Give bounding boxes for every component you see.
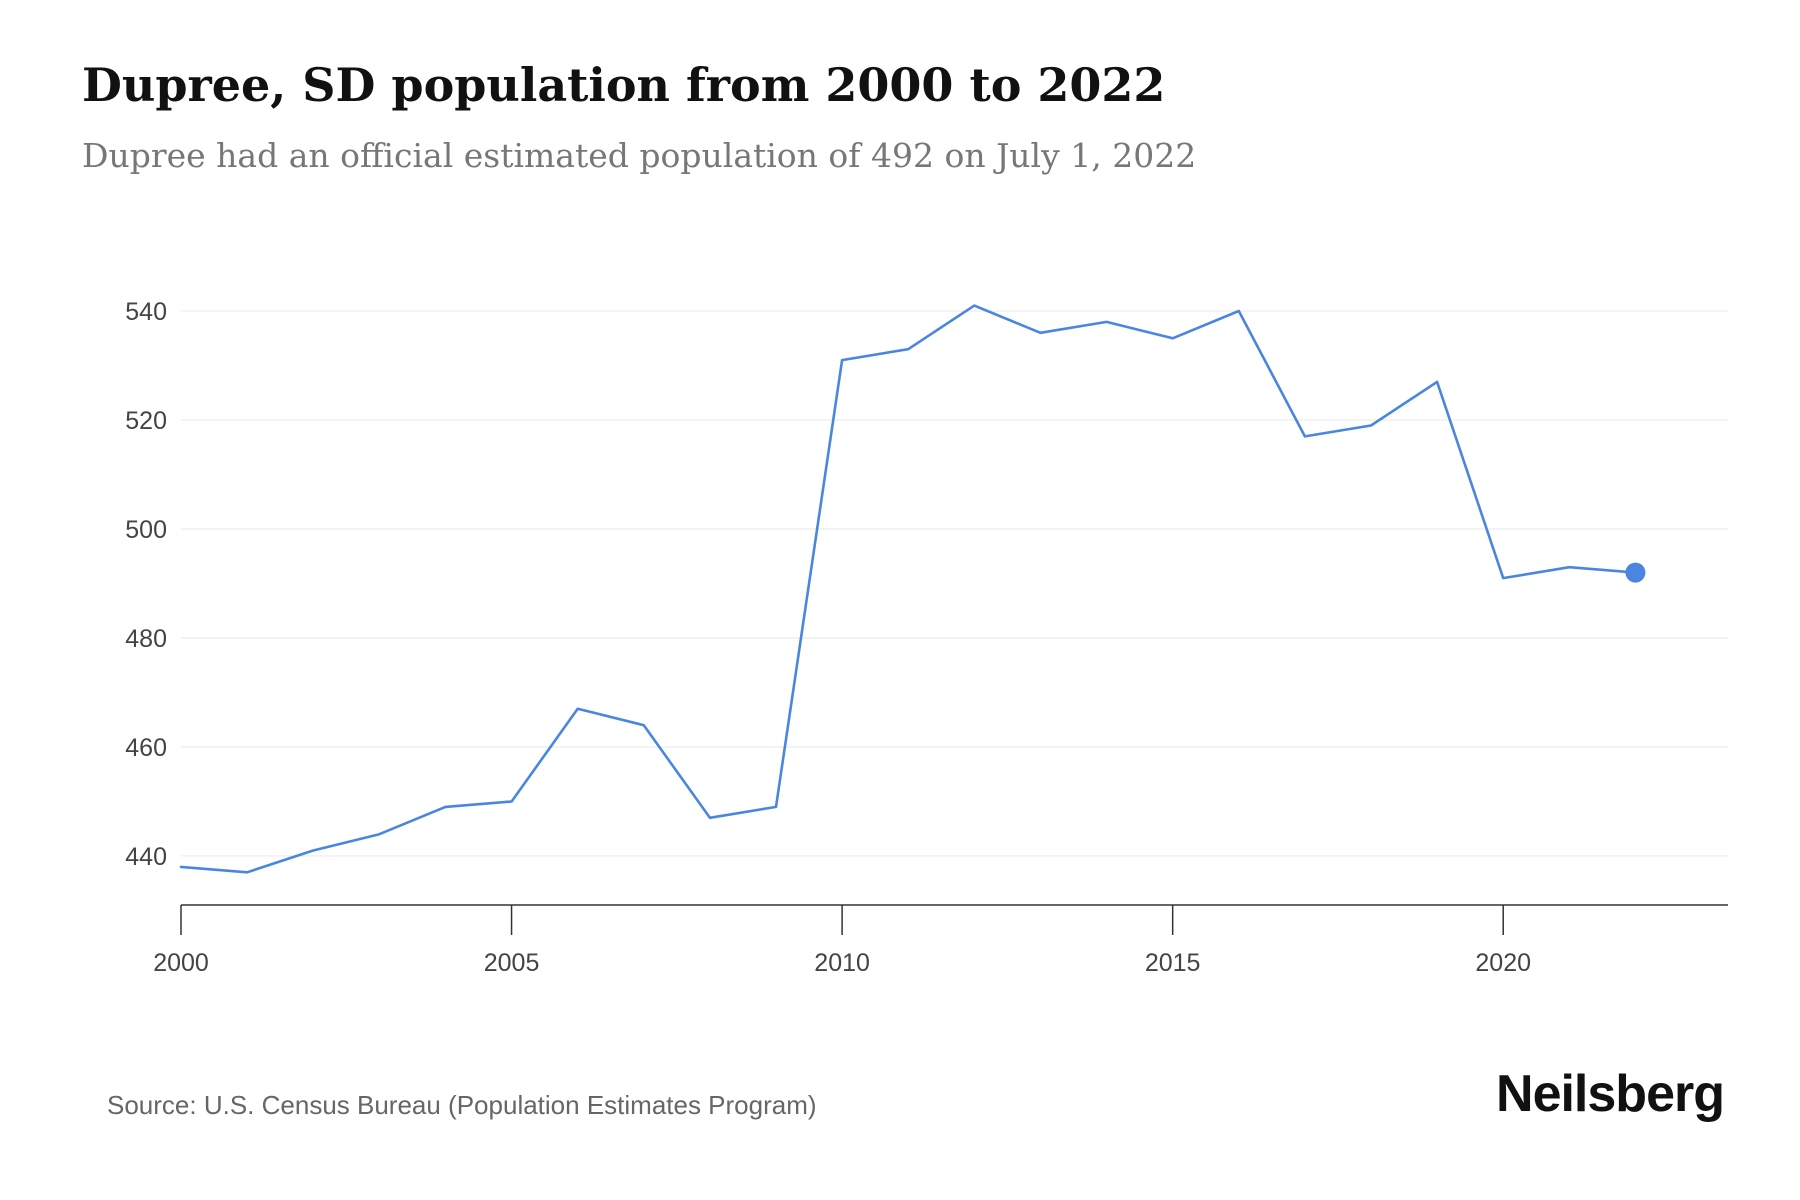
data-point-2008: [707, 815, 713, 821]
x-axis: [180, 904, 1728, 935]
data-point-2012: [971, 303, 977, 309]
latest-value-marker: [1625, 562, 1646, 583]
x-tick-label-2015: 2015: [1145, 949, 1201, 977]
data-point-2019: [1434, 379, 1440, 385]
y-tick-label-480: 480: [125, 625, 167, 653]
data-point-2001: [244, 869, 250, 875]
data-point-2002: [310, 848, 316, 854]
x-tick-label-2010: 2010: [814, 949, 870, 977]
y-axis-tick-labels: 440 460 480 500 520 540: [125, 298, 167, 871]
data-point-2006: [575, 706, 581, 712]
x-tick-label-2000: 2000: [153, 949, 209, 977]
data-point-2021: [1566, 564, 1572, 570]
data-points: [178, 303, 1646, 875]
data-point-2005: [509, 798, 515, 804]
data-point-2015: [1170, 335, 1176, 341]
data-point-2016: [1236, 308, 1242, 314]
data-point-2017: [1302, 433, 1308, 439]
y-tick-label-440: 440: [125, 843, 167, 871]
series-line-group: [179, 304, 1637, 874]
data-point-2000: [178, 864, 184, 870]
y-tick-label-540: 540: [125, 298, 167, 326]
data-point-2007: [641, 722, 647, 728]
brand-logo: Neilsberg: [1496, 1065, 1725, 1123]
y-tick-label-520: 520: [125, 407, 167, 435]
series-line-0: [179, 304, 1637, 874]
x-tick-label-2020: 2020: [1475, 949, 1531, 977]
source-note: Source: U.S. Census Bureau (Population E…: [107, 1090, 817, 1120]
data-point-2018: [1368, 422, 1374, 428]
data-point-2011: [905, 346, 911, 352]
data-point-2004: [442, 804, 448, 810]
data-point-2003: [376, 831, 382, 837]
x-tick-label-2005: 2005: [484, 949, 540, 977]
data-point-2014: [1104, 319, 1110, 325]
x-axis-tick-labels: 2000 2005 2010 2015 2020: [153, 949, 1531, 977]
chart-title: Dupree, SD population from 2000 to 2022: [82, 58, 1166, 112]
data-point-2010: [839, 357, 845, 363]
chart-subtitle: Dupree had an official estimated populat…: [82, 136, 1197, 175]
gridlines: [181, 310, 1728, 857]
y-tick-label-500: 500: [125, 516, 167, 544]
data-point-2009: [773, 804, 779, 810]
y-tick-label-460: 460: [125, 734, 167, 762]
data-point-2013: [1037, 330, 1043, 336]
data-point-2020: [1500, 575, 1506, 581]
